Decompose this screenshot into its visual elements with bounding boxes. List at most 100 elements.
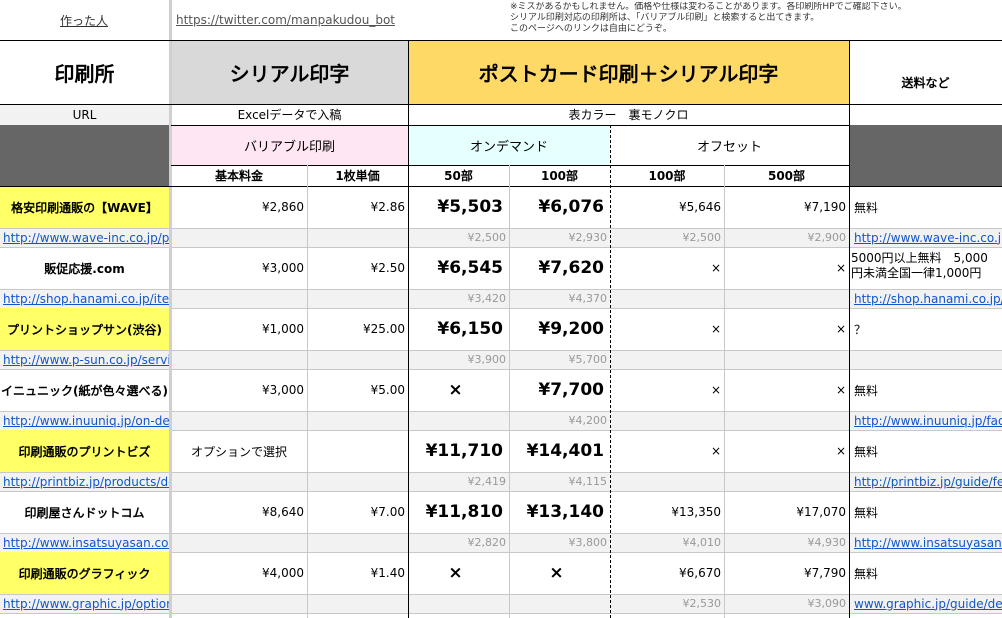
of500-price-text: ¥7,190 <box>804 200 846 214</box>
unit-price-text: ¥2.50 <box>370 261 405 275</box>
unit-price: ¥2.86 <box>307 186 408 228</box>
shipping-url-link[interactable]: http://www.wave-inc.co.jp <box>851 228 1002 247</box>
printer-url-link[interactable]: http://www.insatsuyasan.cor <box>0 533 169 552</box>
author-label-text: 作った人 <box>60 13 109 28</box>
author-label: 作った人 <box>0 0 169 40</box>
of500-price-text: ¥17,070 <box>796 505 846 519</box>
shipping-info-text: 無料 <box>854 505 879 520</box>
printer-url-link[interactable]: http://shop.hanami.co.jp/iten <box>0 289 169 308</box>
postcard-header-text: ポストカード印刷＋シリアル印字 <box>478 61 779 86</box>
of100-price: × <box>610 247 724 289</box>
shipping-url-link[interactable]: www.graphic.jp/guide/deli <box>851 594 1002 613</box>
of100-price-text: × <box>710 322 721 336</box>
od50-price-text: ¥6,150 <box>437 319 503 339</box>
of100-price: ¥6,670 <box>610 552 724 594</box>
shipping-header: 送料など <box>849 40 1002 125</box>
of500-sub <box>724 350 849 369</box>
od100-price: ¥9,200 <box>509 308 610 350</box>
base-fee-text: ¥8,640 <box>262 505 304 519</box>
gray-header-right <box>849 125 1002 186</box>
od50-sub-text: ¥2,500 <box>467 231 507 244</box>
unit-price: ¥1.40 <box>307 552 408 594</box>
of500-sub <box>724 411 849 430</box>
base-fee-text: ¥3,000 <box>262 261 304 275</box>
of500-price-text: × <box>835 444 846 458</box>
od100-sub: ¥3,800 <box>509 533 610 552</box>
od100-sub-text: ¥4,370 <box>568 292 608 305</box>
base-fee: ¥1,000 <box>171 308 307 350</box>
shipping-info: 無料 <box>851 491 1002 533</box>
printer-url-link-text[interactable]: http://shop.hanami.co.jp/iten <box>3 291 169 306</box>
printer-url-link[interactable]: http://printbiz.jp/products/det <box>0 472 169 491</box>
od100-price: ¥7,700 <box>509 369 610 411</box>
printer-url-link-text[interactable]: http://printbiz.jp/products/det <box>3 474 169 489</box>
gray-header-left <box>0 125 169 186</box>
shipping-url-link-text[interactable]: http://www.insatsuyasan.c <box>854 535 1002 550</box>
author-url-link[interactable]: https://twitter.com/manpakudou_bot <box>172 0 502 40</box>
od100-sub-text: ¥3,800 <box>568 536 608 549</box>
color-note: 表カラー 裏モノクロ <box>408 104 849 125</box>
od50-price: ¥5,503 <box>408 186 509 228</box>
shipping-url-link[interactable]: http://www.inuuniq.jp/faq/ <box>851 411 1002 430</box>
printer-url-link[interactable]: http://www.inuuniq.jp/on-dem <box>0 411 169 430</box>
offset-header: オフセット <box>610 125 849 165</box>
of100-sub <box>610 411 724 430</box>
printer-name-text: 販促応援.com <box>44 261 125 276</box>
author-url-text[interactable]: https://twitter.com/manpakudou_bot <box>176 13 396 27</box>
shipping-url-link[interactable]: http://printbiz.jp/guide/fe <box>851 472 1002 491</box>
base-fee: ¥3,000 <box>171 369 307 411</box>
shipping-url-link[interactable]: http://www.insatsuyasan.c <box>851 533 1002 552</box>
printer-name: 販促応援.com <box>0 247 169 289</box>
od50-sub: ¥3,420 <box>408 289 509 308</box>
shipping-info-text: 無料 <box>854 566 879 581</box>
printer-name-text: プリントショップサン(渋谷) <box>7 322 162 337</box>
ondemand-header-text: オンデマンド <box>469 139 548 155</box>
of500-price: × <box>724 430 849 472</box>
of500-price-text: ¥7,790 <box>804 566 846 580</box>
shipping-url-link[interactable] <box>851 350 1002 369</box>
base-fee-text: ¥1,000 <box>262 322 304 336</box>
unit-price <box>307 430 408 472</box>
od100-sub: ¥2,930 <box>509 228 610 247</box>
of500-sub-text: ¥3,090 <box>807 597 847 610</box>
of100-sub: ¥4,010 <box>610 533 724 552</box>
printer-header: 印刷所 <box>0 40 169 104</box>
printer-url-link-text[interactable]: http://www.graphic.jp/option/ <box>3 596 169 611</box>
shipping-url-link[interactable]: http://shop.hanami.co.jp/c <box>851 289 1002 308</box>
of100-sub-text: ¥2,500 <box>682 231 722 244</box>
printer-url-link-text[interactable]: http://www.wave-inc.co.jp/pr <box>3 230 169 245</box>
printer-url-link[interactable]: http://www.graphic.jp/option/ <box>0 594 169 613</box>
notes-block: ※ミスがあるかもしれません。価格や仕様は変わることがあります。各印刷所HPでご確… <box>510 2 1002 40</box>
printer-url-link-text[interactable]: http://www.insatsuyasan.cor <box>3 535 169 550</box>
shipping-url-link-text[interactable]: http://printbiz.jp/guide/fe <box>854 474 1002 489</box>
printer-url-link-text[interactable]: http://www.inuuniq.jp/on-dem <box>3 413 169 428</box>
od100-price-text: ¥14,401 <box>526 441 604 461</box>
printer-url-link[interactable]: http://www.wave-inc.co.jp/pr <box>0 228 169 247</box>
printer-name-text: イニュニック(紙が色々選べる) <box>1 383 168 398</box>
of100-header-text: 100部 <box>648 169 686 183</box>
printer-name-text: 印刷屋さんドットコム <box>24 505 145 520</box>
shipping-url-link-text[interactable]: http://shop.hanami.co.jp/c <box>854 291 1002 306</box>
of100-sub: ¥2,530 <box>610 594 724 613</box>
od100-price: ¥13,140 <box>509 491 610 533</box>
base-fee: オプションで選択 <box>171 430 307 472</box>
of100-price: × <box>610 308 724 350</box>
printer-url-link-text[interactable]: http://www.p-sun.co.jp/servic <box>3 352 169 367</box>
shipping-info-text: 無料 <box>854 444 879 459</box>
of500-sub: ¥3,090 <box>724 594 849 613</box>
printer-url-link[interactable]: http://www.p-sun.co.jp/servic <box>0 350 169 369</box>
base-fee: ¥3,000 <box>171 247 307 289</box>
od100-price-text: ¥13,140 <box>526 502 604 522</box>
postcard-header: ポストカード印刷＋シリアル印字 <box>408 40 849 104</box>
unit-price: ¥25.00 <box>307 308 408 350</box>
unit-price: ¥2.50 <box>307 247 408 289</box>
shipping-url-link-text[interactable]: www.graphic.jp/guide/deli <box>854 596 1002 611</box>
od50-price-text: ¥5,503 <box>437 197 503 217</box>
shipping-url-link-text[interactable]: http://www.wave-inc.co.jp <box>854 230 1002 245</box>
of500-sub <box>724 289 849 308</box>
of100-price-text: ¥6,670 <box>679 566 721 580</box>
ondemand-header: オンデマンド <box>408 125 610 165</box>
shipping-url-link-text[interactable]: http://www.inuuniq.jp/faq/ <box>854 413 1002 428</box>
serial-header: シリアル印字 <box>171 40 408 104</box>
